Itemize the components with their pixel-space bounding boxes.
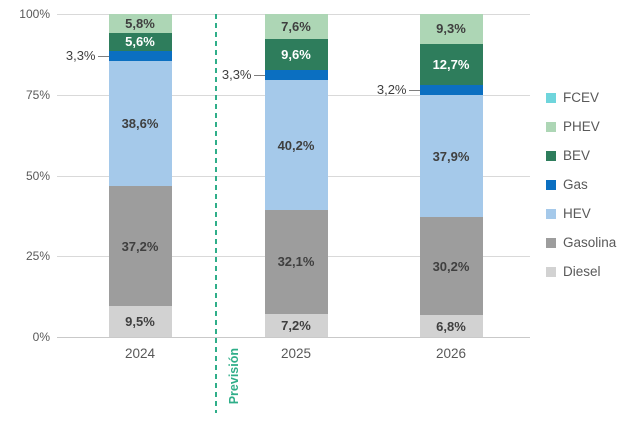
bar-segment-gasolina: 30,2% xyxy=(419,217,483,316)
value-label: 32,1% xyxy=(277,254,315,270)
legend-item-bev: BEV xyxy=(546,149,616,163)
value-label: 5,8% xyxy=(125,15,155,31)
y-axis-tick-label: 50% xyxy=(25,169,50,183)
value-label: 7,6% xyxy=(281,18,311,34)
legend-swatch-icon xyxy=(546,180,556,190)
legend-swatch-icon xyxy=(546,267,556,277)
bar-segment-diesel: 7,2% xyxy=(264,313,328,337)
value-label: 38,6% xyxy=(121,116,159,132)
value-label: 5,6% xyxy=(125,34,155,50)
legend-item-fcev: FCEV xyxy=(546,91,616,105)
value-label: 7,2% xyxy=(281,317,311,333)
legend-item-label: Gasolina xyxy=(563,235,617,250)
legend: FCEV PHEV BEV Gas HEV Gasolina Diesel xyxy=(546,91,616,294)
forecast-divider-line xyxy=(215,14,217,413)
legend-swatch-icon xyxy=(546,122,556,132)
value-label: 30,2% xyxy=(432,258,470,274)
x-axis-category-label: 2024 xyxy=(124,346,156,361)
value-label: 40,2% xyxy=(277,137,315,153)
bar-segment-diesel: 9,5% xyxy=(108,306,172,337)
bar-segment-hev: 38,6% xyxy=(108,61,172,187)
label-leader-line xyxy=(253,75,265,76)
bar-segment-bev: 12,7% xyxy=(419,43,483,85)
y-axis-tick-label: 0% xyxy=(32,330,50,344)
forecast-annotation-label: Previsión xyxy=(227,348,241,405)
legend-item-label: Gas xyxy=(563,177,588,192)
legend-item-label: Diesel xyxy=(563,264,601,279)
outside-value-label: 3,2% xyxy=(376,82,407,97)
legend-item-label: BEV xyxy=(563,148,591,163)
x-axis-category-label: 2026 xyxy=(435,346,467,361)
label-leader-line xyxy=(408,90,420,91)
legend-item-diesel: Diesel xyxy=(546,265,616,279)
y-axis-tick-label: 100% xyxy=(19,7,50,21)
bar-segment-gasolina: 32,1% xyxy=(264,210,328,314)
bar-segment-phev: 7,6% xyxy=(264,14,328,39)
y-axis-tick-label: 25% xyxy=(25,249,50,263)
value-label: 9,3% xyxy=(436,21,466,37)
y-axis-tick-label: 75% xyxy=(25,88,50,102)
legend-item-gasolina: Gasolina xyxy=(546,236,616,250)
value-label: 9,5% xyxy=(125,314,155,330)
outside-value-label: 3,3% xyxy=(65,48,96,63)
value-label: 12,7% xyxy=(432,56,470,72)
value-label: 37,2% xyxy=(121,238,159,254)
bar-segment-gas xyxy=(108,50,172,62)
value-label: 37,9% xyxy=(432,148,470,164)
bar-segment-bev: 5,6% xyxy=(108,32,172,51)
legend-item-hev: HEV xyxy=(546,207,616,221)
value-label: 9,6% xyxy=(281,46,311,62)
legend-item-label: HEV xyxy=(563,206,591,221)
legend-item-gas: Gas xyxy=(546,178,616,192)
gridline xyxy=(57,337,530,338)
legend-item-label: FCEV xyxy=(563,90,600,105)
value-label: 6,8% xyxy=(436,318,466,334)
x-axis-category-label: 2025 xyxy=(280,346,312,361)
legend-swatch-icon xyxy=(546,209,556,219)
bar-segment-phev: 5,8% xyxy=(108,14,172,33)
outside-value-label: 3,3% xyxy=(221,67,252,82)
label-leader-line xyxy=(97,56,109,57)
bar-segment-gas xyxy=(264,69,328,81)
legend-swatch-icon xyxy=(546,238,556,248)
legend-swatch-icon xyxy=(546,151,556,161)
legend-swatch-icon xyxy=(546,93,556,103)
bar-segment-diesel: 6,8% xyxy=(419,315,483,337)
bar-segment-bev: 9,6% xyxy=(264,38,328,70)
bar-segment-gas xyxy=(419,84,483,96)
forecast-annotation: Previsión xyxy=(227,346,283,404)
bar-segment-phev: 9,3% xyxy=(419,13,483,44)
legend-item-label: PHEV xyxy=(563,119,600,134)
legend-item-phev: PHEV xyxy=(546,120,616,134)
bar-segment-hev: 40,2% xyxy=(264,80,328,211)
bar-segment-hev: 37,9% xyxy=(419,95,483,218)
bar-segment-gasolina: 37,2% xyxy=(108,186,172,307)
